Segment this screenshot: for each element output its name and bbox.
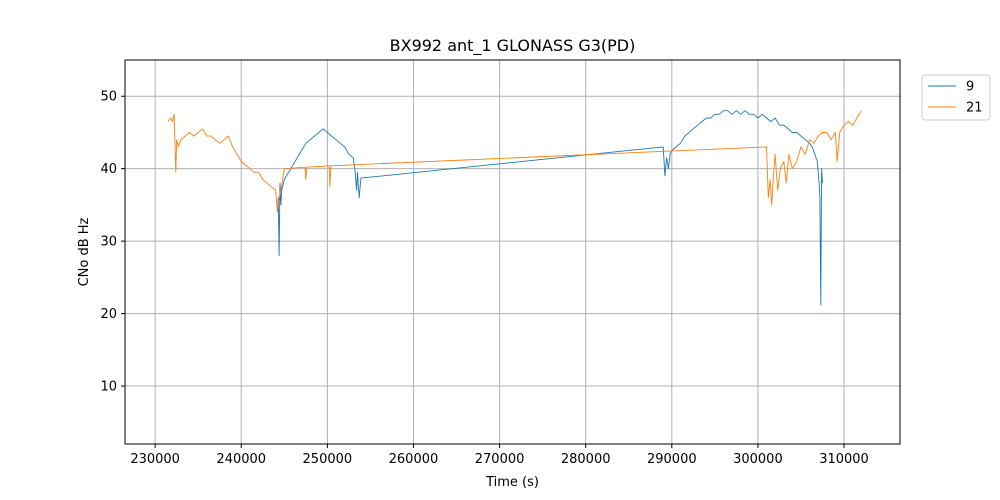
y-tick-label: 10 xyxy=(100,380,117,395)
x-tick-label: 260000 xyxy=(389,452,439,467)
x-tick-label: 250000 xyxy=(303,452,353,467)
y-tick-label: 40 xyxy=(100,162,117,177)
y-tick-label: 30 xyxy=(100,235,117,250)
x-tick-label: 230000 xyxy=(130,452,180,467)
plot-area-frame xyxy=(124,59,901,445)
legend: 921 xyxy=(921,74,991,121)
x-axis-label: Time (s) xyxy=(485,475,539,490)
series-line-21 xyxy=(167,110,862,213)
x-tick-label: 310000 xyxy=(819,452,869,467)
legend-label-21: 21 xyxy=(966,101,983,116)
x-tick-label: 290000 xyxy=(647,452,697,467)
y-axis-label: CNo dB Hz xyxy=(77,217,92,286)
x-tick-label: 280000 xyxy=(561,452,611,467)
series-line-9 xyxy=(276,110,823,306)
x-tick-label: 240000 xyxy=(216,452,266,467)
x-tick-label: 300000 xyxy=(733,452,783,467)
y-tick-label: 20 xyxy=(100,307,117,322)
grid-lines xyxy=(125,60,900,444)
legend-label-9: 9 xyxy=(966,80,974,95)
y-tick-label: 50 xyxy=(100,90,117,105)
series-layer xyxy=(167,110,862,306)
x-axis-ticks: 230000 240000 250000 260000 270000 280000 2900… xyxy=(130,444,869,467)
x-tick-label: 270000 xyxy=(475,452,525,467)
chart-title: BX992 ant_1 GLONASS G3(PD) xyxy=(390,36,636,56)
y-axis-ticks: 10 20 30 40 50 xyxy=(100,90,125,395)
